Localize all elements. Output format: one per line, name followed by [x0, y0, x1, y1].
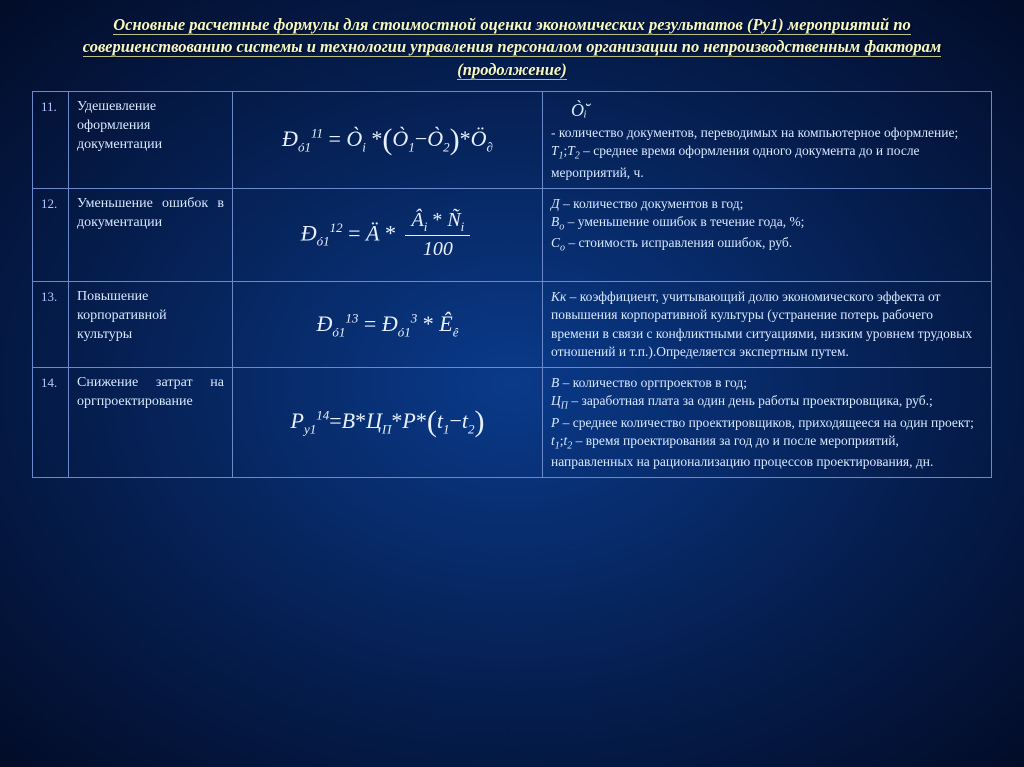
row-name: Удешевление оформления документации — [69, 91, 233, 188]
row-number: 11. — [33, 91, 69, 188]
row-description: Кк – коэффициент, учитывающий долю эконо… — [543, 282, 992, 368]
row-formula: Đó111 = Òi *(Ò1−Ò2)*Ö∂ — [233, 91, 543, 188]
desc-text: - количество документов, переводимых на … — [551, 125, 958, 179]
table-row: 14.Снижение затрат на оргпроектированиеP… — [33, 368, 992, 478]
title-text: Основные расчетные формулы для стоимостн… — [83, 15, 941, 80]
row-formula: Py114=B*ЦП*P*(t1−t2) — [233, 368, 543, 478]
desc-text: Кк – коэффициент, учитывающий долю эконо… — [551, 289, 972, 359]
slide-title: Основные расчетные формулы для стоимостн… — [32, 14, 992, 81]
row-formula: Đó112 = Ä * Âi * Ñi100 — [233, 188, 543, 282]
desc-text: Д – количество документов в год;Во – уме… — [551, 196, 804, 250]
row-description: В – количество оргпроектов в год;ЦП – за… — [543, 368, 992, 478]
row-name: Уменьшение ошибок в документации — [69, 188, 233, 282]
row-number: 13. — [33, 282, 69, 368]
table-row: 12.Уменьшение ошибок в документацииĐó112… — [33, 188, 992, 282]
row-number: 12. — [33, 188, 69, 282]
table-row: 11.Удешевление оформления документацииĐó… — [33, 91, 992, 188]
desc-symbol: Ò̆ᵢ — [571, 98, 983, 122]
row-name: Снижение затрат на оргпроектирование — [69, 368, 233, 478]
row-name: Повышение корпоративной культуры — [69, 282, 233, 368]
row-number: 14. — [33, 368, 69, 478]
row-description: Д – количество документов в год;Во – уме… — [543, 188, 992, 282]
row-formula: Đó113 = Đó13 * Êê — [233, 282, 543, 368]
formulas-table: 11.Удешевление оформления документацииĐó… — [32, 91, 992, 478]
table-row: 13.Повышение корпоративной культурыĐó113… — [33, 282, 992, 368]
row-description: Ò̆ᵢ - количество документов, переводимых… — [543, 91, 992, 188]
desc-text: В – количество оргпроектов в год;ЦП – за… — [551, 375, 974, 469]
